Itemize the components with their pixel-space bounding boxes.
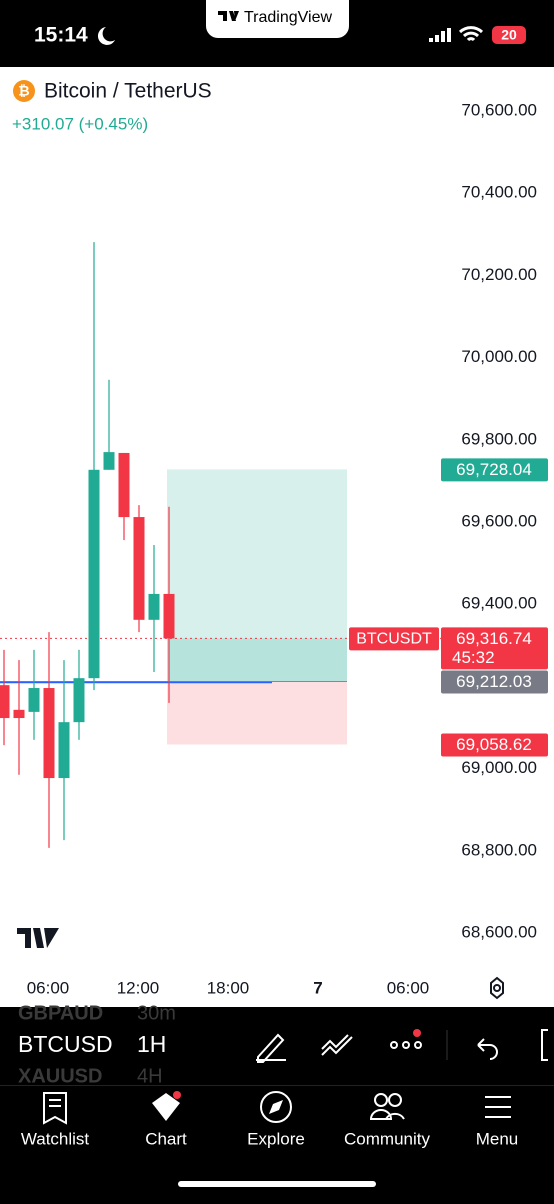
bitcoin-glyph: ₿ (18, 83, 29, 99)
candle-body (43, 688, 55, 779)
ghost-symbol: GBPAUD (18, 1002, 103, 1024)
notification-dot (413, 1029, 421, 1037)
ghost-interval: 4H (137, 1065, 163, 1087)
bar-countdown: 45:32 (452, 648, 495, 667)
stop-price-box (441, 733, 548, 757)
settings-icon[interactable] (490, 976, 504, 1000)
battery-level: 20 (501, 27, 517, 43)
community-icon[interactable] (369, 1093, 405, 1120)
y-tick-label: 69,000.00 (461, 758, 537, 777)
target-price-box (441, 458, 548, 482)
last-price-box (441, 627, 548, 670)
last-price: 69,316.74 (456, 629, 532, 648)
candle-body (118, 452, 130, 518)
battery (492, 26, 526, 44)
stop-price: 69,058.62 (456, 735, 532, 754)
watchlist-icon[interactable] (43, 1092, 67, 1125)
wifi-icon (458, 26, 484, 42)
candle-body (148, 593, 160, 620)
target-zone (167, 469, 347, 682)
redo-tool[interactable] (541, 1029, 548, 1061)
explore-icon[interactable] (260, 1091, 292, 1123)
stop-zone (167, 681, 347, 745)
chart-icon[interactable] (152, 1093, 180, 1121)
price-change: +310.07 (+0.45%) (12, 114, 148, 133)
nav-label[interactable]: Chart (145, 1129, 187, 1148)
brand-pill (206, 0, 349, 38)
home-indicator (178, 1181, 376, 1187)
notification-dot (173, 1091, 181, 1099)
tv-watermark (17, 928, 59, 948)
nav-label[interactable]: Menu (476, 1129, 519, 1148)
target-price: 69,728.04 (456, 460, 532, 479)
symbol-picker[interactable]: BTCUSD (18, 1031, 113, 1057)
x-tick-label: 06:00 (387, 978, 430, 997)
candle-body (103, 452, 115, 470)
candle-body (163, 593, 175, 639)
y-tick-label: 70,000.00 (461, 347, 537, 366)
compass-needle (269, 1100, 283, 1114)
x-tick-label: 12:00 (117, 978, 160, 997)
y-tick-label: 68,600.00 (461, 922, 537, 941)
entry-price-box (441, 670, 548, 694)
candle-body (58, 722, 70, 779)
x-tick-label: 7 (313, 978, 322, 997)
symbol-tag-box (349, 627, 439, 651)
candle-body (88, 469, 100, 679)
candle-body (133, 517, 145, 620)
indicators-tool[interactable] (321, 1034, 353, 1056)
y-tick-label: 68,800.00 (461, 840, 537, 859)
nav-label[interactable]: Watchlist (21, 1129, 90, 1148)
plot: 68,600.0068,800.0069,000.0069,200.0069,4… (0, 100, 548, 997)
open-profit-zone (167, 638, 347, 682)
x-tick-label: 18:00 (207, 978, 250, 997)
ghost-interval: 30m (137, 1002, 176, 1024)
candle-body (0, 685, 10, 719)
y-tick-label: 69,600.00 (461, 511, 537, 530)
entry-price: 69,212.03 (456, 672, 532, 691)
settings-dot (493, 984, 501, 992)
candle-body (73, 678, 85, 723)
nav-label[interactable]: Explore (247, 1129, 305, 1148)
x-tick-label: 06:00 (27, 978, 70, 997)
ghost-symbol: XAUUSD (18, 1065, 102, 1087)
symbol-title: Bitcoin / TetherUS (44, 80, 212, 103)
clock: 15:14 (34, 24, 88, 47)
y-tick-label: 69,400.00 (461, 594, 537, 613)
draw-tool[interactable] (256, 1033, 286, 1063)
candle-body (28, 688, 40, 712)
menu-icon[interactable] (485, 1096, 511, 1118)
brand-logo (218, 11, 239, 21)
nav-label[interactable]: Community (344, 1129, 430, 1148)
more-tool[interactable] (390, 1041, 422, 1049)
interval-picker[interactable]: 1H (137, 1031, 166, 1057)
undo-tool[interactable] (477, 1038, 498, 1060)
brand-name: TradingView (244, 9, 332, 26)
y-tick-label: 70,400.00 (461, 183, 537, 202)
signal-icon (429, 28, 451, 42)
y-tick-label: 69,800.00 (461, 429, 537, 448)
y-tick-label: 70,600.00 (461, 100, 537, 119)
bitcoin-icon (13, 80, 35, 102)
symbol-tag: BTCUSDT (356, 631, 432, 648)
candle-body (13, 709, 25, 719)
moon-icon (97, 27, 115, 45)
y-tick-label: 70,200.00 (461, 265, 537, 284)
